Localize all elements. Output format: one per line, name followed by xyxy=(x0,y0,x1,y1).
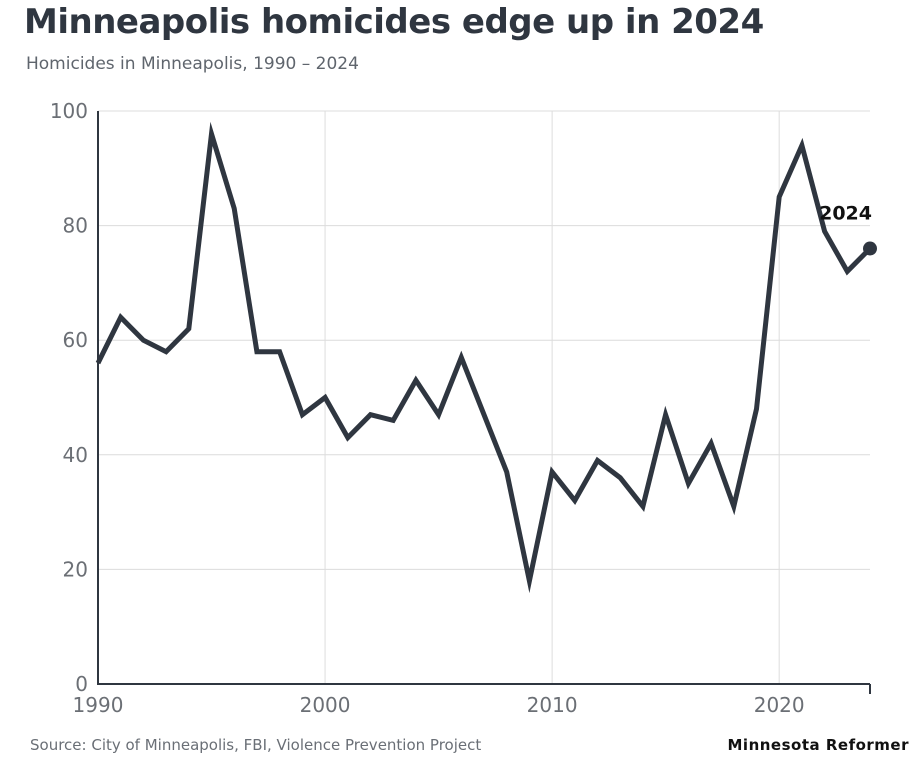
chart-subtitle: Homicides in Minneapolis, 1990 – 2024 xyxy=(26,54,359,74)
y-tick-label: 0 xyxy=(75,672,88,696)
x-tick-label: 2010 xyxy=(527,693,578,717)
tick-labels: 0 20 40 60 80 100 1990 2000 2010 2020 xyxy=(50,99,805,717)
homicides-line xyxy=(95,121,872,594)
y-tick-label: 60 xyxy=(63,328,88,352)
y-tick-label: 100 xyxy=(50,99,88,123)
x-tick-label: 1990 xyxy=(73,693,124,717)
x-tick-label: 2000 xyxy=(300,693,351,717)
axes xyxy=(97,111,871,694)
endpoint-label: 2024 xyxy=(819,203,872,225)
marks-group: 2024 xyxy=(819,203,877,256)
endpoint-marker xyxy=(863,241,877,256)
y-tick-label: 80 xyxy=(63,214,88,238)
y-tick-label: 40 xyxy=(63,443,88,467)
grid-lines xyxy=(98,110,870,684)
chart-title: Minneapolis homicides edge up in 2024 xyxy=(24,2,764,42)
brand-logo: Minnesota Reformer xyxy=(727,736,909,754)
y-tick-label: 20 xyxy=(63,557,88,581)
x-tick-label: 2020 xyxy=(754,693,805,717)
source-note: Source: City of Minneapolis, FBI, Violen… xyxy=(30,736,482,754)
series-group xyxy=(95,121,872,594)
